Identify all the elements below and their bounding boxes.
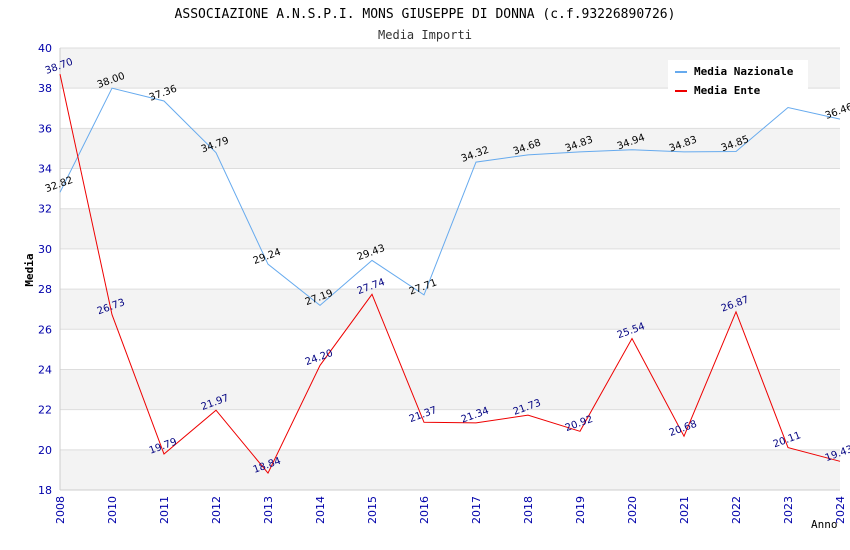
x-tick-label: 2017 [470,496,483,524]
x-tick-label: 2020 [626,496,639,524]
series-lines [59,73,841,475]
data-labels: 32.8238.0037.3634.7929.2427.1929.4327.71… [44,57,850,476]
legend-box [668,60,808,100]
y-tick-label: 26 [38,323,52,336]
x-tick-label: 2011 [158,496,171,524]
data-label: 24.20 [304,348,335,368]
grid-band [60,369,840,410]
legend-label-media-ente: Media Ente [694,84,761,97]
data-label: 29.24 [252,247,283,267]
data-label: 20.68 [668,419,699,439]
y-tick-label: 28 [38,283,52,296]
x-tick-label: 2016 [418,496,431,524]
x-tick-label: 2015 [366,496,379,524]
y-tick-label: 22 [38,404,52,417]
y-tick-label: 34 [38,163,52,176]
data-label: 32.82 [44,175,75,195]
x-tick-label: 2019 [574,496,587,524]
x-tick-label: 2021 [678,496,691,524]
data-label: 20.11 [772,430,803,450]
x-tick-labels: 2008 2010 2011 2012 2013 2014 2015 2016 2017 2018… [54,496,847,524]
x-tick-label: 2013 [262,496,275,524]
grid-band [60,128,840,169]
x-tick-label: 2008 [54,496,67,524]
grid-band [60,449,840,490]
chart-title: ASSOCIAZIONE A.N.S.P.I. MONS GIUSEPPE DI… [175,7,676,22]
x-tick-label: 2012 [210,496,223,524]
axes [59,48,840,491]
y-tick-label: 20 [38,444,52,457]
y-tick-label: 40 [38,42,52,55]
x-axis-label: Anno [811,518,838,531]
y-tick-label: 18 [38,484,52,497]
grid-band [60,289,840,330]
x-tick-label: 2022 [730,496,743,524]
y-tick-labels: 18 20 22 24 26 28 30 32 34 36 38 40 [38,42,52,497]
y-axis-label: Media [23,253,36,286]
legend-label-media-nazionale: Media Nazionale [694,65,794,78]
x-tick-label: 2014 [314,496,327,524]
series-line-media-nazionale [59,87,841,307]
x-tick-label: 2023 [782,496,795,524]
y-tick-label: 32 [38,203,52,216]
x-tick-label: 2018 [522,496,535,524]
x-tick-label: 2010 [106,496,119,524]
x-tick-label: 2024 [834,496,847,524]
y-tick-label: 24 [38,363,52,376]
y-tick-label: 36 [38,122,52,135]
y-tick-label: 30 [38,243,52,256]
legend: Media Nazionale Media Ente [668,60,808,100]
series-line-media-ente [59,73,841,475]
chart-subtitle: Media Importi [378,28,472,42]
y-tick-label: 38 [38,82,52,95]
